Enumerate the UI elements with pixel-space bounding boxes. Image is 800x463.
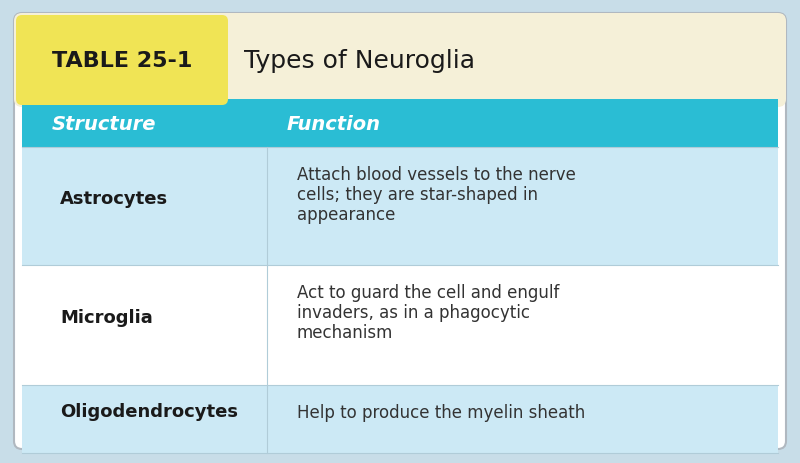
Text: Act to guard the cell and engulf: Act to guard the cell and engulf: [297, 283, 559, 301]
Text: Structure: Structure: [52, 114, 157, 133]
FancyBboxPatch shape: [16, 16, 228, 106]
Bar: [210, 22, 224, 100]
Text: Help to produce the myelin sheath: Help to produce the myelin sheath: [297, 403, 586, 421]
Bar: [22, 61, 778, 100]
Text: Astrocytes: Astrocytes: [60, 189, 168, 207]
Text: Types of Neuroglia: Types of Neuroglia: [244, 49, 475, 73]
Bar: [22, 61, 222, 100]
Bar: [22, 100, 778, 148]
Text: appearance: appearance: [297, 206, 395, 224]
Text: Attach blood vessels to the nerve: Attach blood vessels to the nerve: [297, 166, 576, 184]
Text: Oligodendrocytes: Oligodendrocytes: [60, 402, 238, 420]
Text: Microglia: Microglia: [60, 308, 153, 326]
Bar: [22, 148, 778, 265]
Bar: [22, 265, 778, 385]
Text: cells; they are star-shaped in: cells; they are star-shaped in: [297, 186, 538, 204]
Text: TABLE 25-1: TABLE 25-1: [52, 51, 192, 71]
FancyBboxPatch shape: [14, 14, 786, 449]
Text: Function: Function: [287, 114, 381, 133]
Text: invaders, as in a phagocytic: invaders, as in a phagocytic: [297, 303, 530, 321]
Text: mechanism: mechanism: [297, 323, 394, 341]
FancyBboxPatch shape: [14, 14, 786, 108]
Bar: [22, 385, 778, 453]
